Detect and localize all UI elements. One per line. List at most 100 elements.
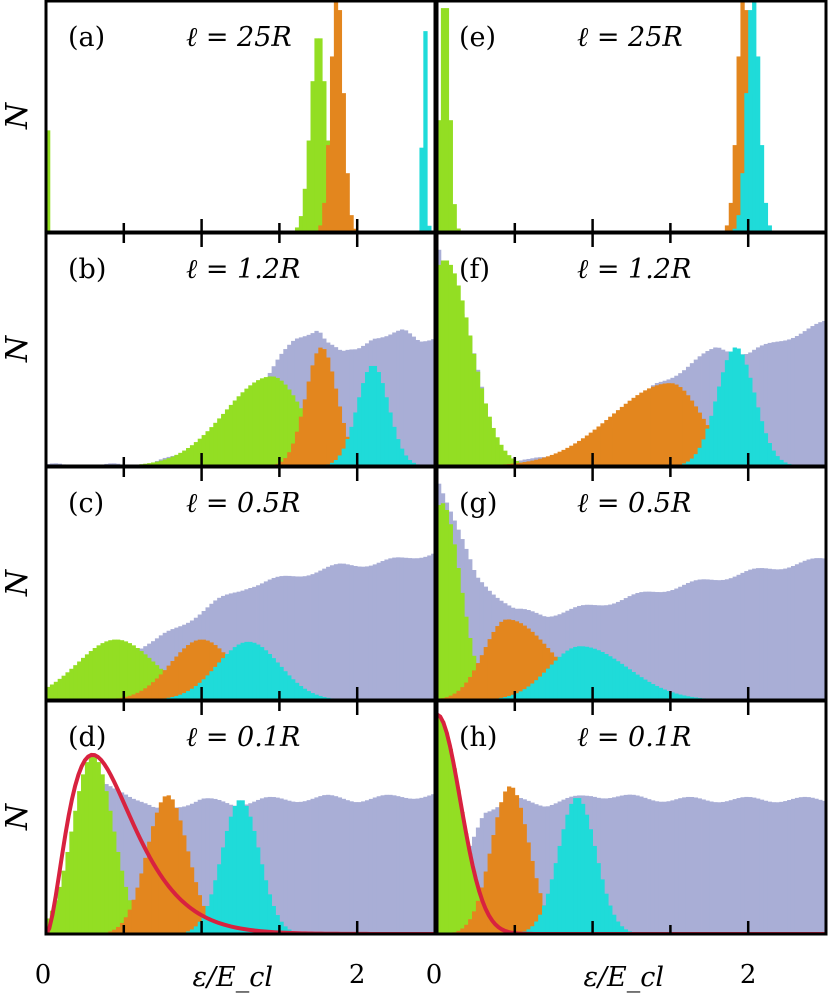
bar-total <box>647 591 652 700</box>
bar-total <box>748 569 753 700</box>
x-tick-label: 2 <box>349 960 366 990</box>
bar-total <box>685 796 691 934</box>
bar-level1 <box>448 748 453 934</box>
bar-total <box>740 572 745 700</box>
bar-level1 <box>310 81 315 232</box>
bar-level2 <box>283 458 288 466</box>
bar-total <box>353 565 358 700</box>
bar-level3 <box>588 829 593 934</box>
bar-total <box>612 797 617 934</box>
bar-level3 <box>580 803 586 934</box>
bar-total <box>639 592 644 700</box>
bar-total <box>119 792 125 934</box>
bar-level2 <box>345 173 350 232</box>
bar-level1 <box>201 435 206 466</box>
bar-level1 <box>166 458 171 466</box>
bar-total <box>674 588 679 700</box>
bar-total <box>709 579 714 700</box>
bar-level2 <box>534 878 539 934</box>
bar-total <box>783 801 788 934</box>
bar-total <box>479 818 485 934</box>
bar-level1 <box>322 81 327 232</box>
bar-level3 <box>388 412 393 466</box>
bar-level2 <box>472 670 477 700</box>
bar-total <box>798 333 804 466</box>
bar-level1 <box>69 831 74 934</box>
bar-level3 <box>372 365 378 466</box>
bar-level3 <box>647 681 652 700</box>
bar-level2 <box>166 795 171 934</box>
bar-level2 <box>468 919 473 934</box>
bar-total <box>361 801 366 934</box>
bar-total <box>802 331 807 466</box>
bar-level2 <box>553 453 558 466</box>
bar-total <box>345 349 350 466</box>
bar-level1 <box>460 592 465 700</box>
bar-level2 <box>518 807 523 934</box>
bar-level3 <box>759 421 765 466</box>
bar-level3 <box>189 929 195 934</box>
bar-level2 <box>666 383 671 466</box>
bar-total <box>333 564 339 700</box>
bar-level3 <box>353 412 358 466</box>
bar-total <box>724 579 730 700</box>
bar-total <box>755 568 761 700</box>
bar-total <box>399 329 405 466</box>
bar-total <box>779 341 784 466</box>
bar-level2 <box>499 621 504 700</box>
bar-level1 <box>256 380 261 466</box>
bar-level3 <box>752 0 757 232</box>
bar-level1 <box>139 651 144 700</box>
panel-label: (c) <box>68 488 104 519</box>
bar-total <box>345 800 350 934</box>
bar-total <box>693 580 699 700</box>
bar-level3 <box>522 689 527 700</box>
bar-level3 <box>748 377 753 466</box>
bar-level2 <box>189 867 195 934</box>
bar-level1 <box>123 886 129 934</box>
panels-layer <box>44 0 828 936</box>
bar-total <box>794 797 800 934</box>
bar-level2 <box>452 693 457 700</box>
panel-h <box>435 699 828 936</box>
bar-total <box>720 801 726 934</box>
bar-total <box>322 795 327 934</box>
bar-level2 <box>584 435 590 466</box>
bar-level2 <box>693 406 699 466</box>
bar-level3 <box>224 654 230 700</box>
bar-level1 <box>151 462 156 466</box>
bar-level2 <box>499 802 504 934</box>
bar-total <box>415 339 420 466</box>
bar-level3 <box>217 662 222 700</box>
bar-level1 <box>483 403 488 466</box>
bar-level3 <box>771 450 776 466</box>
bar-level1 <box>437 120 442 232</box>
bar-total <box>407 333 413 466</box>
bar-level1 <box>221 413 226 466</box>
bar-level1 <box>57 678 62 700</box>
bar-total <box>337 797 343 934</box>
bar-total <box>349 349 354 466</box>
bar-total <box>771 802 776 934</box>
bar-total <box>364 800 370 934</box>
bar-total <box>674 799 679 934</box>
bar-total <box>639 796 644 934</box>
bar-level3 <box>232 647 238 700</box>
bar-level1 <box>495 437 500 466</box>
bar-total <box>658 592 664 700</box>
bar-level3 <box>526 929 531 934</box>
bar-total <box>685 582 691 700</box>
series-level3 <box>678 347 796 466</box>
bar-total <box>728 578 734 700</box>
bar-total <box>713 580 718 700</box>
bar-total <box>623 794 629 934</box>
bar-level3 <box>740 354 745 466</box>
bar-level3 <box>612 658 617 700</box>
bar-level3 <box>565 814 570 934</box>
series-level2 <box>448 786 570 934</box>
bar-level1 <box>448 120 453 232</box>
bar-level3 <box>232 806 238 934</box>
bar-level1 <box>92 755 97 934</box>
bar-level1 <box>283 384 288 466</box>
bar-total <box>419 797 424 934</box>
